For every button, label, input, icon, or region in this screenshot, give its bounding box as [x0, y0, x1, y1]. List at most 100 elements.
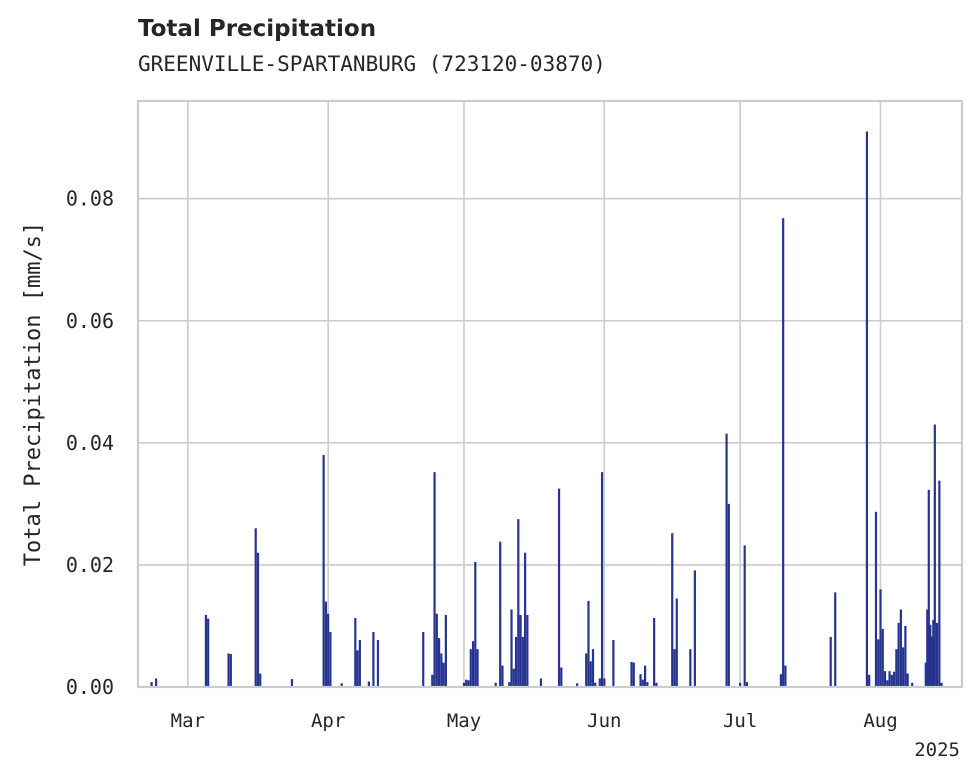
precipitation-bar [935, 622, 939, 687]
precipitation-bar [924, 662, 927, 687]
precipitation-bar [356, 650, 359, 687]
precipitation-bar [904, 625, 907, 687]
precipitation-bar [675, 598, 678, 687]
precipitation-bar [940, 682, 943, 687]
precipitation-bar [868, 674, 871, 687]
precipitation-bar [499, 541, 502, 687]
precipitation-bar [207, 618, 210, 687]
precipitation-bar [376, 639, 380, 687]
precipitation-bar [440, 653, 443, 687]
x-tick-label: Aug [863, 710, 897, 732]
precipitation-bar [476, 649, 479, 687]
precipitation-bar [322, 455, 325, 687]
precipitation-bar [899, 609, 902, 687]
precipitation-bar [517, 519, 520, 687]
precipitation-bar [874, 511, 878, 687]
precipitation-bar [655, 682, 658, 687]
precipitation-bar [926, 609, 929, 687]
x-tick-label: Jul [723, 710, 757, 732]
precipitation-bar [927, 489, 930, 687]
precipitation-bar [557, 488, 561, 687]
precipitation-bar [879, 589, 882, 687]
precipitation-bar [603, 678, 606, 687]
precipitation-bar [745, 682, 749, 687]
precipitation-bar [589, 661, 592, 687]
precipitation-bar [514, 636, 518, 687]
precipitation-bar [594, 682, 597, 687]
precipitation-bar [526, 614, 529, 687]
precipitation-bar [227, 653, 230, 687]
x-tick-label: May [447, 710, 481, 732]
precipitation-bar [290, 679, 294, 687]
precipitation-bar [673, 649, 676, 687]
precipitation-bar [902, 647, 905, 687]
precipitation-bar [892, 671, 896, 687]
precipitation-bar [739, 682, 742, 687]
precipitation-bar [494, 682, 497, 687]
precipitation-bar [598, 678, 601, 687]
x-tick-label: Jun [587, 710, 621, 732]
precipitation-bar [727, 503, 730, 687]
precipitation-bar [435, 613, 438, 687]
y-tick-label: 0.02 [66, 553, 114, 577]
precipitation-bar [639, 674, 642, 687]
precipitation-bar [501, 665, 504, 687]
precipitation-bar [865, 131, 869, 688]
precipitation-bar [254, 528, 257, 687]
precipitation-bar [474, 561, 477, 687]
precipitation-bar [929, 624, 932, 687]
precipitation-bar [327, 613, 330, 687]
precipitation-bar [890, 674, 893, 687]
y-tick-label: 0.04 [66, 431, 114, 455]
precipitation-bar [471, 641, 475, 687]
precipitation-bar [539, 678, 543, 687]
precipitation-bar [340, 683, 343, 687]
precipitation-bar [612, 639, 615, 687]
precipitation-bar [467, 680, 470, 687]
precipitation-bar [888, 671, 891, 687]
precipitation-bar [576, 683, 579, 687]
precipitation-bars [150, 131, 943, 688]
x-axis-ticks: Mar Apr May Jun Jul Aug [171, 710, 898, 732]
precipitation-bar [600, 472, 604, 687]
precipitation-bar [782, 218, 785, 687]
precipitation-bar [444, 614, 447, 687]
precipitation-bar [743, 545, 746, 687]
precipitation-bar [155, 678, 158, 687]
precipitation-bar [643, 665, 647, 687]
precipitation-bar [560, 667, 563, 687]
precipitation-bar [641, 679, 644, 687]
precipitation-bar [881, 629, 884, 687]
precipitation-bar [229, 654, 232, 687]
precipitation-bar [462, 682, 466, 687]
precipitation-bar [465, 679, 468, 687]
precipitation-bar [834, 592, 837, 687]
precipitation-bar [671, 533, 674, 687]
precipitation-bar [329, 632, 332, 687]
x-tick-label: Apr [311, 710, 345, 732]
precipitation-bar [431, 674, 434, 687]
precipitation-bar [886, 680, 889, 687]
precipitation-bar [906, 673, 909, 687]
precipitation-bar [512, 668, 515, 687]
grid-lines [138, 101, 962, 688]
precipitation-bar [523, 552, 527, 687]
precipitation-bar [933, 424, 936, 687]
precipitation-bar [150, 682, 153, 687]
precipitation-bar [367, 681, 371, 687]
y-tick-label: 0.06 [66, 309, 114, 333]
precipitation-bar [883, 671, 887, 687]
precipitation-bar [779, 674, 783, 687]
precipitation-bar [422, 632, 425, 687]
precipitation-bar [632, 662, 635, 687]
precipitation-bar [372, 632, 375, 687]
precipitation-bar [689, 649, 692, 687]
precipitation-bar [693, 570, 696, 687]
y-tick-label: 0.08 [66, 187, 114, 211]
precipitation-bar [510, 609, 513, 687]
precipitation-bar [829, 636, 832, 687]
x-tick-label: Mar [171, 710, 205, 732]
precipitation-bar [911, 682, 914, 687]
precipitation-bar [897, 622, 900, 687]
